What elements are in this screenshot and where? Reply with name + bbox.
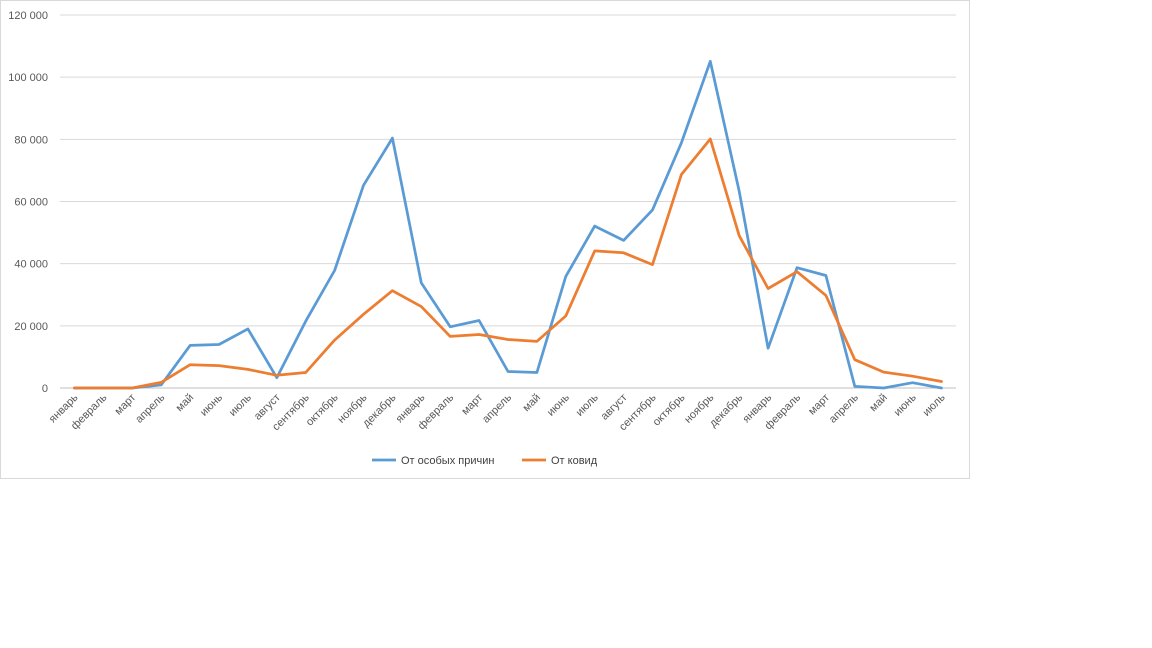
x-tick-label: июль: [227, 391, 254, 418]
x-tick-label: март: [112, 392, 138, 418]
y-tick-label: 80 000: [14, 134, 48, 146]
y-tick-label: 0: [42, 383, 48, 395]
series-line-1: [73, 59, 943, 390]
x-tick-label: июль: [574, 391, 601, 418]
x-tick-label: апрель: [480, 391, 514, 425]
legend-label-1: От особых причин: [401, 455, 494, 467]
x-tick-label: апрель: [827, 391, 861, 425]
x-tick-label: май: [521, 392, 544, 415]
x-tick-label: март: [806, 392, 832, 418]
y-tick-label: 20 000: [14, 321, 48, 333]
legend-label-2: От ковид: [551, 455, 598, 467]
y-tick-label: 120 000: [8, 10, 48, 22]
x-tick-label: май: [174, 392, 197, 415]
x-tick-label: октябрь: [651, 391, 688, 428]
y-tick-label: 40 000: [14, 259, 48, 271]
x-tick-label: октябрь: [304, 391, 341, 428]
x-tick-label: май: [867, 392, 890, 415]
y-tick-label: 100 000: [8, 72, 48, 84]
y-tick-label: 60 000: [14, 197, 48, 209]
x-tick-label: июнь: [545, 391, 572, 418]
x-tick-label: июль: [921, 391, 948, 418]
series-line-2: [73, 137, 943, 390]
x-tick-label: март: [459, 392, 485, 418]
x-tick-label: июнь: [198, 391, 225, 418]
x-tick-label: июнь: [892, 391, 919, 418]
chart-area: [0, 0, 970, 479]
x-tick-label: апрель: [133, 391, 167, 425]
